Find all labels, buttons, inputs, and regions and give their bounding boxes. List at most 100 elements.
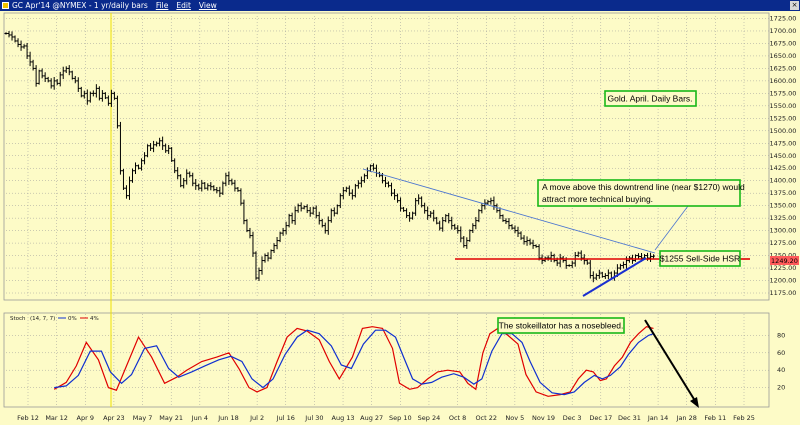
date-tick-label: Aug 13 [332,414,355,422]
price-bar [296,203,300,213]
price-bar [79,86,83,98]
menu-file[interactable]: File [155,1,169,10]
price-bar [534,244,538,248]
price-bar [371,163,375,171]
price-tick-label: 1325.00 [770,214,797,222]
date-tick-label: Dec 31 [618,414,641,422]
date-tick-label: May 7 [133,414,153,422]
date-tick-label: Jan 28 [676,414,697,422]
price-bar [13,35,17,43]
price-bar [251,231,255,257]
price-bar [597,269,601,279]
price-bar [606,269,610,280]
close-icon[interactable]: × [790,1,799,10]
price-bar [278,231,282,243]
price-tick-label: 1700.00 [770,27,797,35]
title-box-text: Gold. April. Daily Bars. [607,94,692,104]
price-bar [441,217,445,232]
price-bar [70,70,74,80]
price-bar [290,212,294,224]
price-tick-label: 1350.00 [770,202,797,210]
price-bar [94,84,98,98]
price-bar [281,227,285,236]
price-bar [76,77,80,92]
price-bar [170,147,174,162]
price-bar [576,251,580,258]
price-bar [516,226,520,238]
date-tick-label: Jun 4 [191,414,208,422]
price-bar [390,182,394,197]
price-bar [344,186,348,193]
menu-edit[interactable]: Edit [176,1,191,10]
price-bar [356,180,360,189]
price-bar [275,237,279,250]
price-bar [353,183,357,198]
price-bar [224,172,228,187]
date-tick-label: Apr 9 [77,414,94,422]
price-bar [194,179,198,190]
price-bar [206,183,210,191]
price-bar [636,253,640,259]
legend-d-value: 4% [90,316,99,322]
price-bar [633,254,637,262]
stoch-line-d [54,329,654,396]
price-bar [444,214,448,223]
price-bar [383,176,387,188]
price-tick-label: 1725.00 [770,14,797,22]
price-bar [230,178,234,186]
price-bar [618,263,622,270]
price-tick-label: 1675.00 [770,39,797,47]
price-bar [209,182,213,191]
price-bar [284,221,288,235]
price-bar [191,172,195,187]
price-bar [10,31,14,41]
date-tick-label: Feb 11 [704,414,726,422]
price-bar [146,144,150,158]
price-bar [498,207,502,219]
note-pointer [654,205,689,251]
price-tick-label: 1300.00 [770,227,797,235]
price-bar [31,59,35,71]
price-bar [393,188,397,200]
price-bar [414,197,418,216]
price-bar [112,91,116,100]
stoch-tick-label: 60 [777,349,785,357]
forecast-arrowhead [690,397,699,408]
price-bar [489,197,493,205]
price-bar [405,208,409,219]
price-tick-label: 1425.00 [770,164,797,172]
menu-view[interactable]: View [198,1,217,10]
price-bar [537,244,541,261]
price-bar [362,173,366,183]
date-tick-label: Dec 17 [589,414,612,422]
price-bar [257,267,261,282]
date-tick-label: Jul 2 [249,414,264,422]
price-bar [155,141,159,147]
price-bar [435,216,439,225]
price-bar [143,152,147,165]
price-bar [248,227,252,239]
price-bar [293,206,297,225]
price-bar [591,271,595,283]
date-tick-label: Feb 12 [17,414,39,422]
price-tick-label: 1600.00 [770,77,797,85]
uptrend-line [582,257,647,297]
price-bar [314,205,318,219]
stoch-lines [53,326,654,397]
current-price-box [770,256,799,265]
price-bar [164,143,168,153]
price-tick-label: 1275.00 [770,239,797,247]
price-bar [236,186,240,192]
price-bar [185,169,189,185]
price-axis: 1175.00 1200.00 1225.00 1250.00 1275.00 1300.… [770,14,797,297]
price-bar [531,239,535,249]
stoch-axis: 20 40 60 80 [777,331,785,391]
price-bar [402,206,406,212]
price-bar [462,236,466,248]
window-controls: × [790,1,800,10]
price-bar [103,92,107,100]
price-bar [302,205,306,210]
price-bar [16,38,20,48]
price-bar [254,251,258,280]
price-bar [149,143,153,151]
